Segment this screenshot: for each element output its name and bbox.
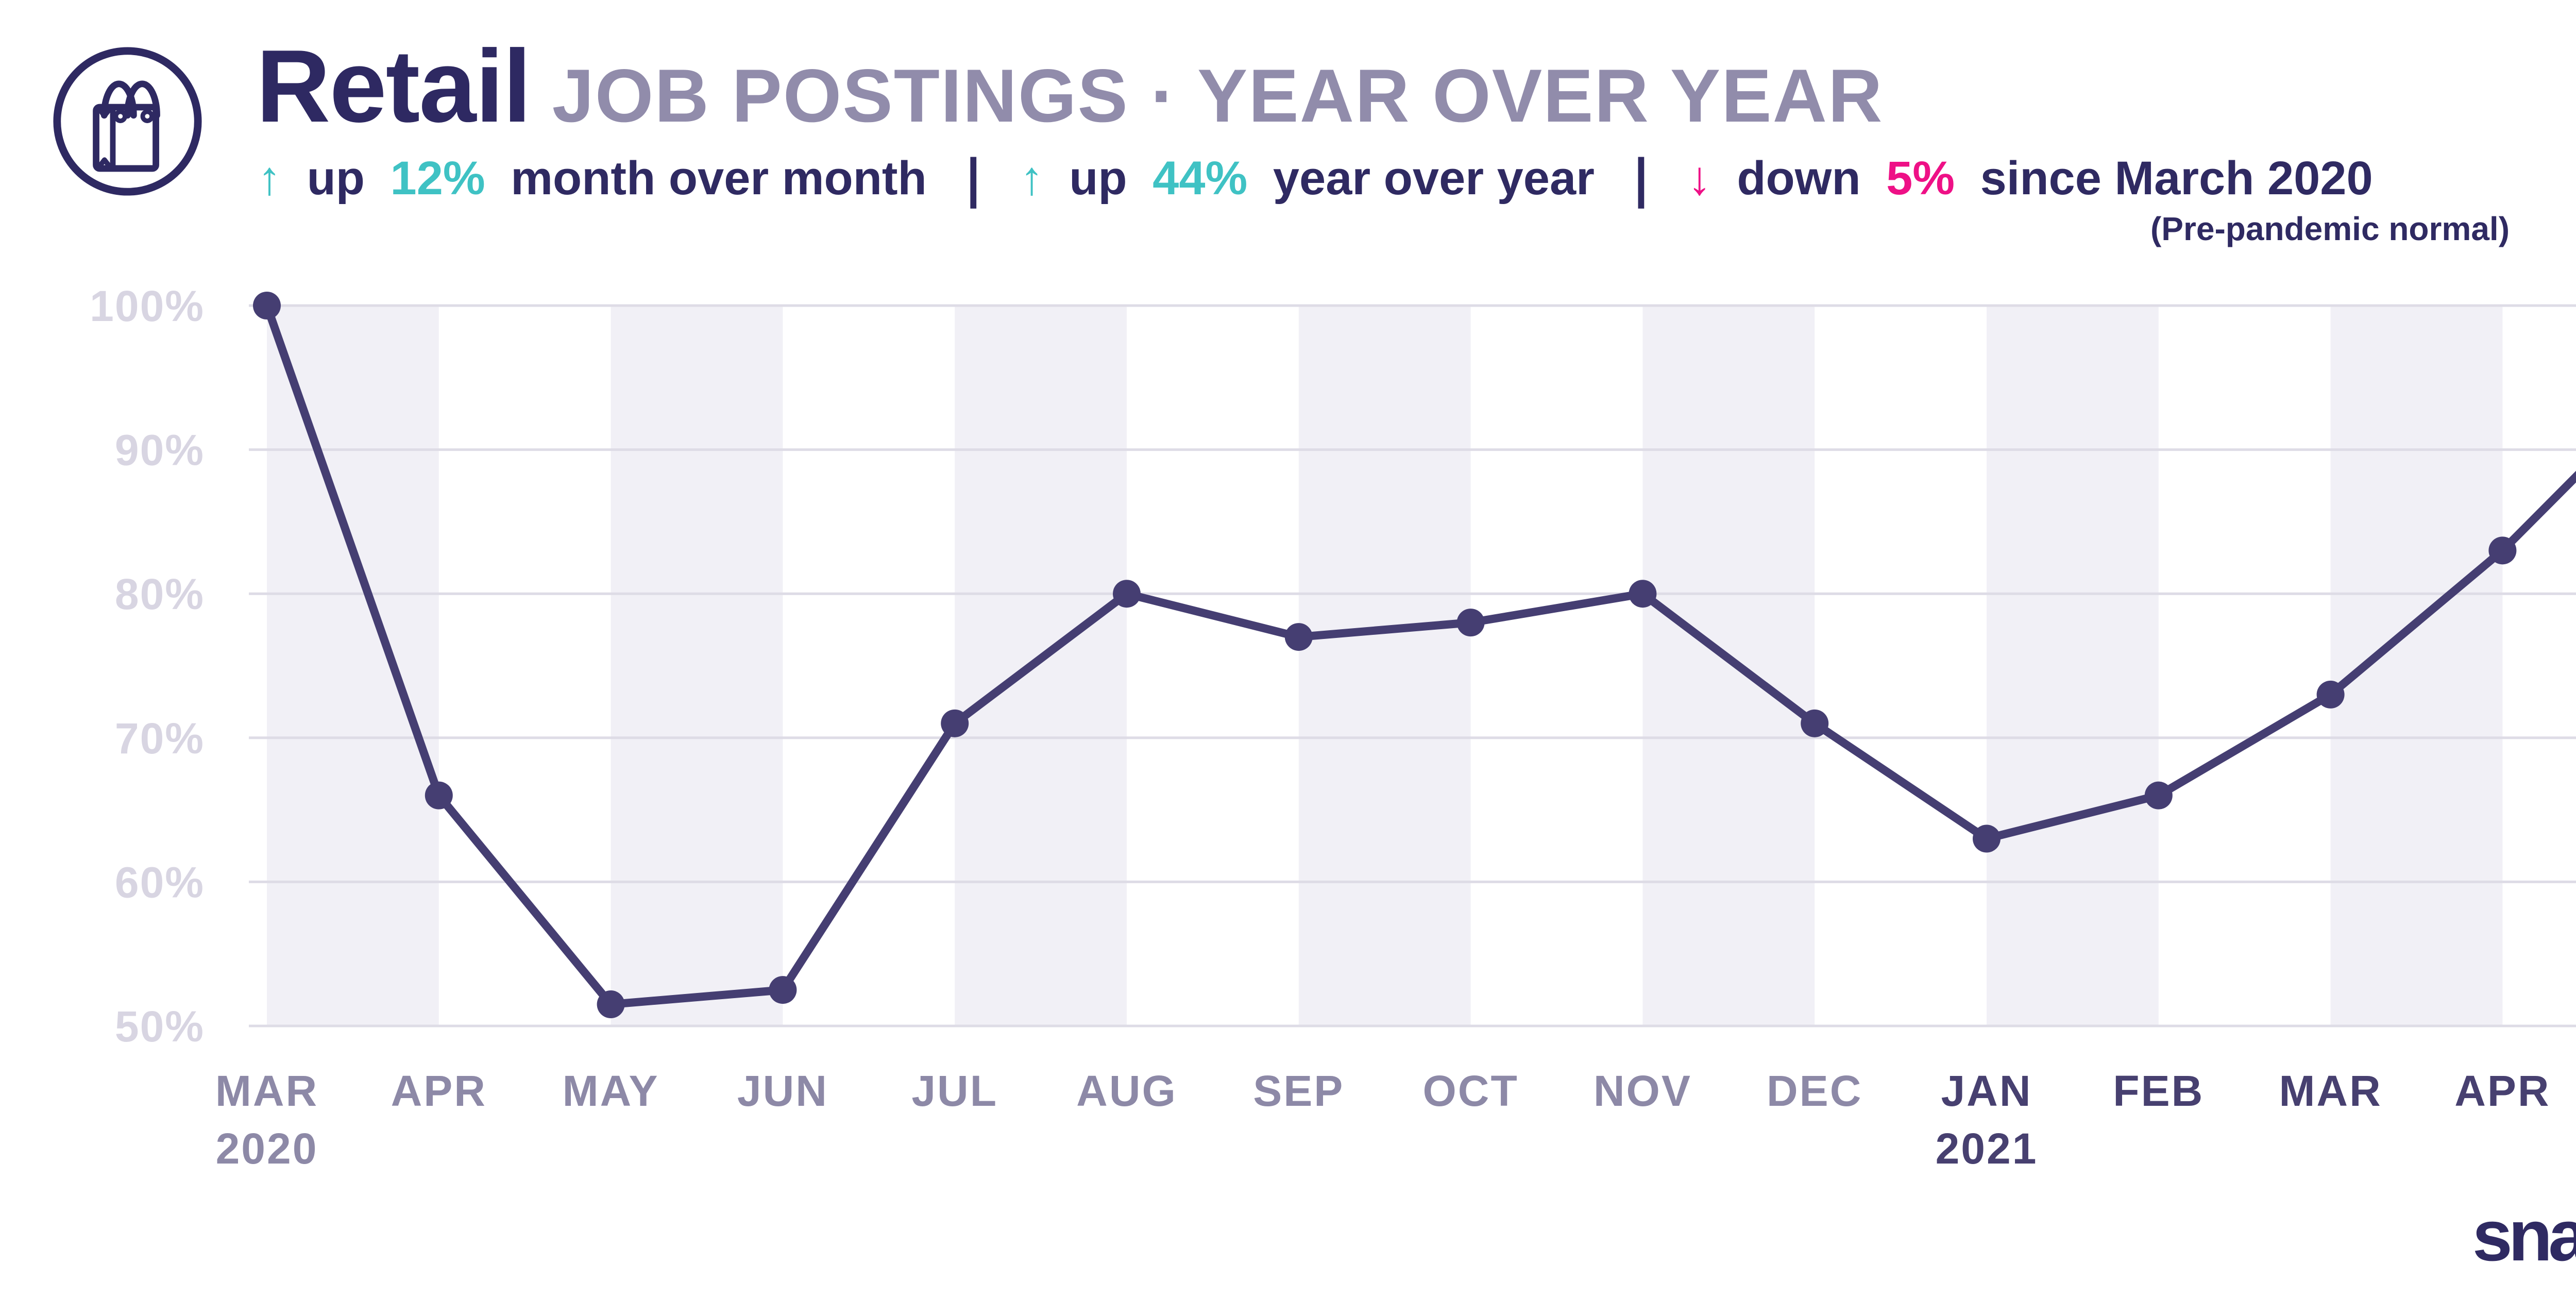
svg-text:50%: 50%	[115, 1002, 205, 1051]
svg-text:2021: 2021	[1936, 1124, 2038, 1173]
stat-value: 12%	[390, 152, 485, 205]
svg-text:60%: 60%	[115, 858, 205, 906]
retail-category-badge	[52, 45, 204, 197]
svg-text:2020: 2020	[216, 1124, 318, 1173]
stats-strip: ↑ up 12% month over month | ↑ up 44% yea…	[258, 151, 2373, 206]
stats-divider: |	[1634, 148, 1648, 209]
stats-divider: |	[967, 148, 980, 209]
pre-pandemic-note: (Pre-pandemic normal)	[2150, 210, 2510, 247]
stat-value: 44%	[1153, 152, 1248, 205]
stat-label: since March 2020	[1980, 152, 2373, 205]
svg-text:APR: APR	[391, 1067, 487, 1115]
svg-text:NOV: NOV	[1594, 1067, 1692, 1115]
stat-word: up	[1069, 152, 1127, 205]
svg-text:JAN: JAN	[1941, 1067, 2032, 1115]
svg-text:DEC: DEC	[1767, 1067, 1862, 1115]
svg-text:JUN: JUN	[737, 1067, 828, 1115]
header: Retail JOB POSTINGS · YEAR OVER YEAR	[256, 35, 1883, 138]
svg-text:APR: APR	[2454, 1067, 2550, 1115]
down-arrow-icon: ↓	[1687, 152, 1711, 205]
stat-value: 5%	[1886, 152, 1955, 205]
svg-text:SEP: SEP	[1253, 1067, 1344, 1115]
page-subtitle: JOB POSTINGS · YEAR OVER YEAR	[552, 54, 1884, 138]
svg-text:70%: 70%	[115, 714, 205, 763]
svg-text:OCT: OCT	[1422, 1067, 1518, 1115]
svg-text:90%: 90%	[115, 426, 205, 475]
stat-since-march-2020: ↓ down 5% since March 2020	[1688, 155, 2373, 202]
logo-text: snagajob	[2472, 1195, 2576, 1276]
svg-text:FEB: FEB	[2113, 1067, 2204, 1115]
stat-month-over-month: ↑ up 12% month over month	[258, 155, 927, 202]
stat-word: up	[307, 152, 365, 205]
svg-text:JUL: JUL	[911, 1067, 998, 1115]
up-arrow-icon: ↑	[1020, 152, 1044, 205]
svg-text:AUG: AUG	[1076, 1067, 1177, 1115]
page-title: Retail	[256, 29, 532, 144]
stat-word: down	[1737, 152, 1861, 205]
svg-text:MAR: MAR	[2279, 1067, 2382, 1115]
stat-year-over-year: ↑ up 44% year over year	[1020, 155, 1595, 202]
snagajob-logo: snagajob®	[2472, 1200, 2576, 1272]
svg-text:80%: 80%	[115, 570, 205, 618]
svg-text:MAR: MAR	[215, 1067, 318, 1115]
stat-label: month over month	[511, 152, 927, 205]
up-arrow-icon: ↑	[258, 152, 281, 205]
svg-text:100%: 100%	[90, 282, 205, 330]
shopping-bag-icon	[53, 47, 202, 196]
stat-label: year over year	[1273, 152, 1595, 205]
svg-text:MAY: MAY	[563, 1067, 659, 1115]
